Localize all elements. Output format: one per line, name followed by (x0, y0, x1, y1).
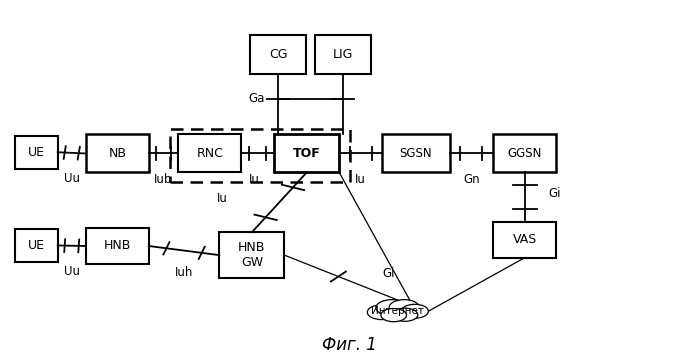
Text: Gi: Gi (549, 187, 561, 200)
Text: UE: UE (28, 146, 45, 159)
Circle shape (401, 304, 428, 318)
Circle shape (367, 305, 396, 320)
FancyBboxPatch shape (382, 135, 449, 172)
Text: HNB: HNB (103, 239, 131, 252)
Text: Gn: Gn (463, 173, 480, 186)
Text: VAS: VAS (513, 233, 537, 246)
Circle shape (381, 308, 407, 322)
Text: Iuh: Iuh (175, 266, 193, 279)
FancyBboxPatch shape (178, 135, 241, 172)
Text: UE: UE (28, 239, 45, 252)
Text: Iu: Iu (249, 173, 260, 186)
FancyBboxPatch shape (15, 229, 58, 262)
Text: Uu: Uu (64, 172, 80, 185)
Text: SGSN: SGSN (400, 147, 432, 160)
FancyBboxPatch shape (493, 222, 556, 258)
Text: Uu: Uu (64, 265, 80, 278)
FancyBboxPatch shape (86, 228, 149, 264)
FancyBboxPatch shape (86, 135, 149, 172)
Text: TOF: TOF (293, 147, 321, 160)
Circle shape (389, 300, 419, 315)
FancyBboxPatch shape (315, 35, 371, 74)
FancyBboxPatch shape (219, 232, 284, 278)
Text: HNB
GW: HNB GW (238, 241, 266, 269)
Text: RNC: RNC (196, 147, 223, 160)
Text: Gi: Gi (382, 267, 394, 280)
FancyBboxPatch shape (493, 135, 556, 172)
Text: Iu: Iu (355, 173, 366, 186)
Text: NB: NB (108, 147, 127, 160)
Text: GGSN: GGSN (507, 147, 542, 160)
Text: Фиг. 1: Фиг. 1 (322, 336, 377, 354)
FancyBboxPatch shape (274, 135, 339, 172)
Text: Ga: Ga (248, 92, 264, 105)
Text: Iu: Iu (217, 192, 228, 205)
Text: Iub: Iub (154, 173, 173, 186)
Text: CG: CG (269, 48, 287, 61)
Circle shape (376, 300, 408, 316)
FancyBboxPatch shape (250, 35, 306, 74)
Text: LIG: LIG (333, 48, 354, 61)
Circle shape (392, 308, 418, 321)
FancyBboxPatch shape (15, 135, 58, 169)
Text: Интернет: Интернет (371, 306, 424, 316)
